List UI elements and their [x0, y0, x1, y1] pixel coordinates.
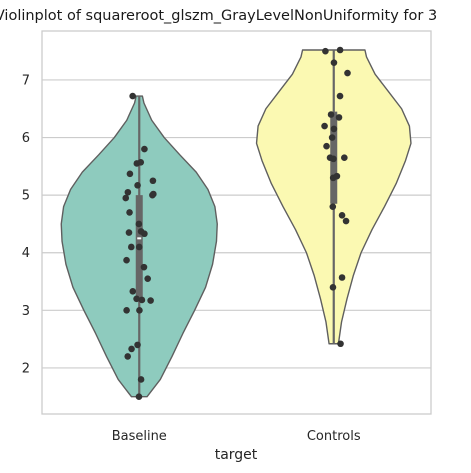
strip-points	[122, 46, 351, 401]
point-baseline-0	[135, 393, 143, 401]
point-controls-15	[335, 114, 343, 121]
point-baseline-18	[137, 228, 145, 235]
point-baseline-4	[134, 341, 141, 349]
point-baseline-30	[141, 145, 148, 153]
point-baseline-21	[122, 194, 130, 202]
point-baseline-2	[124, 353, 132, 360]
point-controls-14	[321, 122, 328, 130]
point-controls-12	[328, 134, 336, 141]
point-controls-17	[336, 92, 344, 100]
point-controls-16	[327, 111, 335, 118]
point-baseline-15	[128, 243, 135, 251]
point-baseline-3	[128, 345, 135, 353]
point-baseline-6	[123, 307, 130, 314]
point-controls-5	[329, 203, 337, 210]
point-controls-20	[322, 47, 329, 55]
point-baseline-11	[144, 275, 151, 282]
y-tick-label-3: 3	[22, 304, 30, 319]
point-baseline-9	[133, 295, 140, 303]
x-tick-label-controls: Controls	[307, 429, 361, 444]
point-baseline-29	[137, 159, 145, 166]
point-controls-3	[342, 217, 350, 225]
point-controls-21	[336, 46, 344, 54]
point-baseline-25	[134, 182, 141, 189]
point-baseline-12	[140, 263, 148, 271]
point-controls-4	[338, 212, 346, 219]
point-controls-11	[323, 142, 330, 150]
point-baseline-23	[150, 190, 157, 198]
point-baseline-14	[135, 243, 143, 251]
x-tick-labels: Baseline Controls	[112, 429, 361, 444]
point-baseline-5	[136, 307, 143, 314]
y-tick-label-2: 2	[22, 361, 30, 376]
point-controls-13	[330, 125, 338, 133]
point-baseline-31	[129, 92, 136, 100]
point-baseline-10	[129, 288, 137, 295]
plot-frame	[41, 30, 432, 415]
point-controls-18	[344, 69, 351, 77]
point-controls-7	[333, 172, 341, 180]
point-baseline-17	[125, 229, 133, 236]
point-baseline-20	[126, 209, 133, 216]
chart-title: Violinplot of squareroot_glszm_GrayLevel…	[0, 8, 437, 24]
y-tick-label-4: 4	[22, 246, 30, 261]
point-baseline-27	[126, 170, 134, 178]
y-tick-label-6: 6	[22, 131, 30, 146]
violins	[60, 49, 412, 398]
x-axis-label: target	[215, 447, 258, 463]
point-controls-1	[329, 283, 337, 291]
point-controls-10	[326, 154, 334, 162]
point-baseline-13	[123, 256, 130, 264]
median-baseline	[137, 237, 142, 240]
y-tick-label-7: 7	[22, 73, 30, 88]
point-baseline-1	[137, 376, 145, 383]
y-tick-labels: 2 3 4 5 6 7	[22, 73, 30, 376]
x-tick-label-baseline: Baseline	[112, 429, 167, 444]
point-baseline-8	[138, 296, 146, 304]
point-baseline-19	[135, 220, 143, 228]
point-controls-9	[341, 154, 348, 162]
point-baseline-24	[124, 188, 132, 196]
point-controls-2	[338, 274, 346, 281]
y-tick-label-5: 5	[22, 189, 30, 204]
point-controls-0	[337, 340, 344, 348]
point-controls-19	[330, 59, 338, 66]
point-baseline-7	[147, 297, 154, 304]
point-baseline-26	[149, 177, 157, 185]
